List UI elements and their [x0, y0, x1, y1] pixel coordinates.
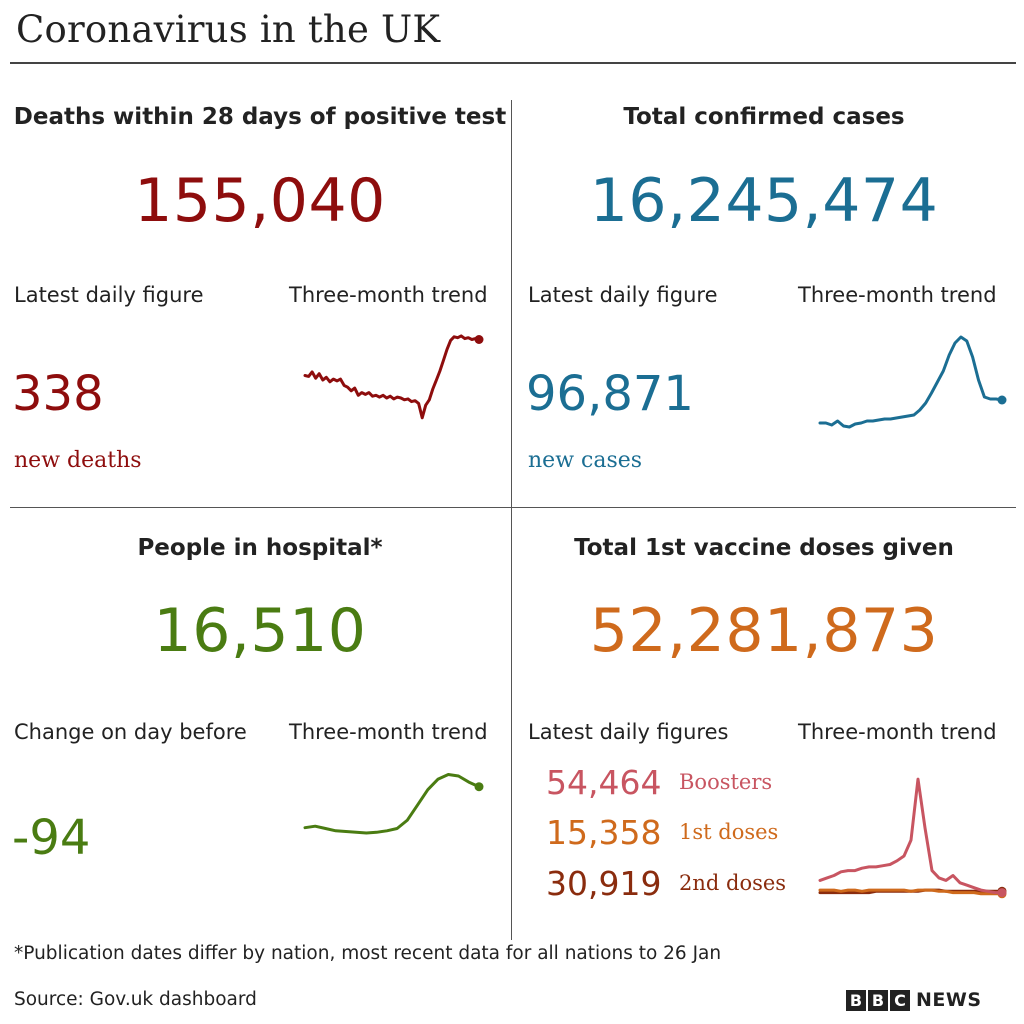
second-doses-value: 30,919 [546, 864, 662, 903]
boosters-trend-end-point [997, 888, 1007, 898]
deaths-daily-label: Latest daily figure [14, 283, 204, 307]
title-rule [10, 62, 1016, 64]
cases-trend-end-point [997, 395, 1007, 405]
vaccine-total: 52,281,873 [589, 596, 939, 666]
deaths-daily-unit: new deaths [14, 448, 142, 473]
cases-daily-unit: new cases [528, 448, 643, 473]
boosters-value: 54,464 [546, 763, 662, 802]
cases-trend-label: Three-month trend [798, 283, 997, 307]
deaths-trend-label: Three-month trend [289, 283, 488, 307]
deaths-trend-line [303, 334, 481, 420]
footnote: *Publication dates differ by nation, mos… [14, 943, 722, 964]
first-doses-trend-line [818, 888, 1004, 896]
hospital-total: 16,510 [153, 596, 367, 666]
hospital-change-value: -94 [12, 810, 91, 866]
deaths-trend-end-point [474, 335, 484, 344]
deaths-daily-value: 338 [12, 366, 104, 422]
cases-trend-chart [818, 335, 1007, 429]
cases-heading: Total confirmed cases [623, 104, 905, 130]
deaths-heading: Deaths within 28 days of positive test [13, 104, 507, 130]
vaccine-daily-label: Latest daily figures [528, 720, 729, 744]
page-title: Coronavirus in the UK [16, 8, 441, 51]
bbc-logo-letter: B [868, 989, 888, 1011]
first-doses-value: 15,358 [546, 813, 662, 852]
deaths-total: 155,040 [134, 166, 386, 236]
hospital-change-label: Change on day before [14, 720, 247, 744]
boosters-label: Boosters [679, 770, 773, 794]
cases-total: 16,245,474 [589, 166, 939, 236]
horizontal-divider [10, 507, 1016, 508]
cases-trend-line [818, 335, 1004, 429]
bbc-news-logo: B B C NEWS [846, 989, 982, 1011]
source-note: Source: Gov.uk dashboard [14, 989, 257, 1010]
hospital-trend-chart [303, 773, 484, 835]
vaccine-heading: Total 1st vaccine doses given [574, 535, 954, 561]
hospital-trend-label: Three-month trend [289, 720, 488, 744]
deaths-trend-chart [303, 334, 484, 420]
first-doses-label: 1st doses [679, 820, 779, 844]
bbc-logo-letter: C [890, 989, 910, 1011]
hospital-heading: People in hospital* [137, 535, 383, 561]
hospital-trend-end-point [474, 782, 484, 792]
bbc-logo-letter: B [846, 989, 866, 1011]
vaccine-trend-chart [818, 777, 1007, 899]
vaccine-trend-label: Three-month trend [798, 720, 997, 744]
cases-daily-label: Latest daily figure [528, 283, 718, 307]
second-doses-label: 2nd doses [679, 871, 787, 895]
boosters-trend-line [818, 777, 1004, 895]
hospital-trend-line [303, 773, 481, 835]
bbc-logo-news: NEWS [916, 989, 982, 1011]
vertical-divider [511, 100, 512, 940]
cases-daily-value: 96,871 [526, 366, 694, 422]
